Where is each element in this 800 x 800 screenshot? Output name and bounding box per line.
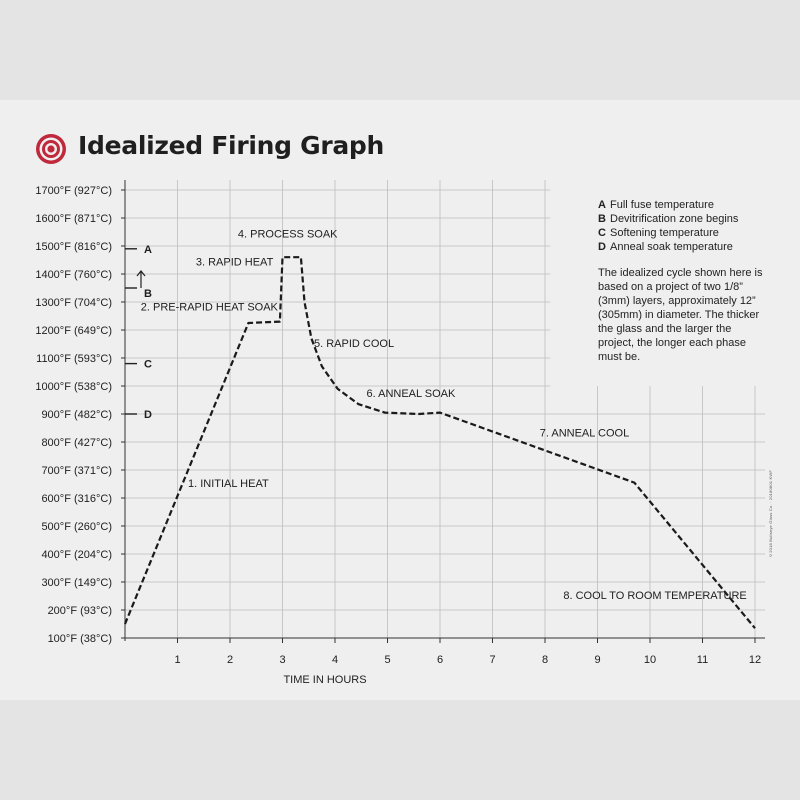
phase-label-8: 8. COOL TO ROOM TEMPERATURE — [563, 590, 746, 602]
x-tick-label: 9 — [594, 654, 600, 666]
y-tick-label: 1700°F (927°C) — [35, 185, 112, 197]
y-tick-label: 900°F (482°C) — [41, 409, 112, 421]
legend-item-c: C Softening temperature — [598, 227, 719, 239]
x-axis-label: TIME IN HOURS — [283, 674, 366, 686]
firing-curve-line — [123, 256, 756, 629]
x-tick-label: 11 — [697, 654, 708, 666]
y-tick-label: 1100°F (593°C) — [36, 353, 112, 365]
phase-label-2: 2. PRE-RAPID HEAT SOAK — [141, 301, 279, 313]
x-tick-label: 1 — [174, 654, 180, 666]
x-tick-label: 3 — [279, 654, 285, 666]
x-tick-label: 6 — [437, 654, 443, 666]
legend-item-b: B Devitrification zone begins — [598, 213, 739, 225]
x-tick-label: 10 — [644, 654, 656, 666]
legend-item-d: D Anneal soak temperature — [598, 241, 733, 253]
marker-arrowhead-b — [136, 270, 146, 277]
y-tick-label: 1000°F (538°C) — [35, 381, 112, 393]
y-tick-label: 700°F (371°C) — [41, 465, 112, 477]
x-tick-label: 2 — [227, 654, 233, 666]
phase-label-3: 3. RAPID HEAT — [196, 257, 274, 269]
phase-label-1: 1. INITIAL HEAT — [188, 478, 269, 490]
y-tick-label: 500°F (260°C) — [41, 521, 112, 533]
marker-label-b: B — [144, 288, 152, 300]
chart-card — [0, 100, 800, 700]
legend: A Full fuse temperature B Devitrification … — [598, 198, 778, 364]
y-tick-label: 800°F (427°C) — [41, 437, 112, 449]
y-tick-label: 400°F (204°C) — [41, 549, 112, 561]
x-tick-label: 4 — [332, 654, 338, 666]
y-tick-label: 1500°F (816°C) — [35, 241, 112, 253]
x-tick-label: 12 — [749, 654, 761, 666]
x-tick-label: 8 — [542, 654, 548, 666]
marker-label-d: D — [144, 409, 152, 421]
bullseye-logo-icon — [36, 134, 66, 164]
marker-label-a: A — [144, 244, 152, 256]
phase-label-7: 7. ANNEAL COOL — [540, 427, 629, 439]
phase-label-6: 6. ANNEAL SOAK — [367, 388, 457, 400]
phase-label-4: 4. PROCESS SOAK — [238, 229, 338, 241]
x-tick-label: 7 — [489, 654, 495, 666]
y-tick-label: 1400°F (760°C) — [35, 269, 112, 281]
y-tick-label: 1200°F (649°C) — [35, 325, 112, 337]
legend-note: The idealized cycle shown here is based … — [598, 267, 763, 363]
phase-label-5: 5. RAPID COOL — [314, 338, 394, 350]
y-tick-label: 200°F (93°C) — [48, 605, 112, 617]
y-tick-label: 300°F (149°C) — [41, 577, 112, 589]
x-tick-label: 5 — [384, 654, 390, 666]
y-tick-label: 600°F (316°C) — [41, 493, 112, 505]
chart-title: Idealized Firing Graph — [78, 131, 385, 160]
marker-label-c: C — [144, 359, 152, 371]
y-tick-label: 1600°F (871°C) — [35, 213, 112, 225]
y-tick-label: 1300°F (704°C) — [35, 297, 112, 309]
y-tick-label: 100°F (38°C) — [48, 633, 112, 645]
legend-item-a: A Full fuse temperature — [598, 199, 714, 211]
